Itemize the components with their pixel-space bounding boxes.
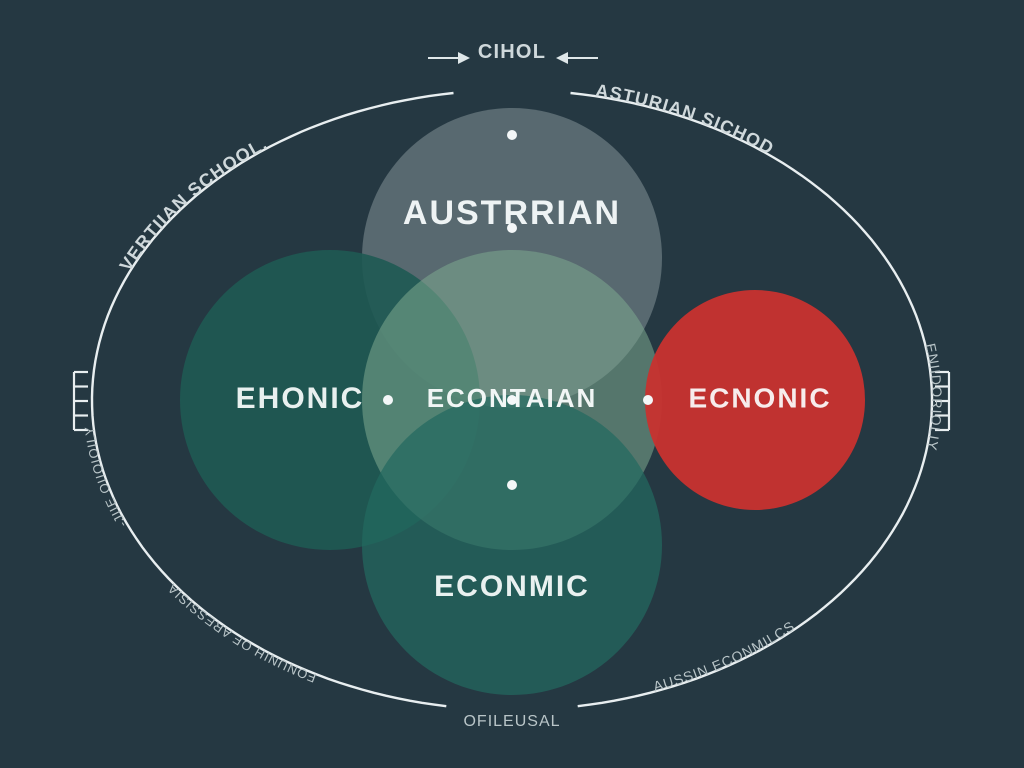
node-dot: [643, 395, 653, 405]
node-dot: [383, 395, 393, 405]
diagram-canvas: AUSTRRIAN EHONIC ECONTAIAN ECNONIC ECONMIC CI…: [0, 0, 1024, 768]
venn-label-right: ECNONIC: [688, 382, 831, 413]
venn-label-mid: ECONTAIAN: [427, 383, 598, 413]
node-dot: [507, 130, 517, 140]
ring-label-top: CIHOL: [478, 41, 546, 63]
venn-label-left: EHONIC: [236, 382, 365, 415]
ring-label-bottom: OFILEUSAL: [463, 713, 560, 730]
venn-label-top: AUSTRRIAN: [403, 194, 621, 232]
venn-circle-bottom: [362, 395, 662, 695]
node-dot: [507, 480, 517, 490]
venn-label-bottom: ECONMIC: [434, 570, 590, 603]
